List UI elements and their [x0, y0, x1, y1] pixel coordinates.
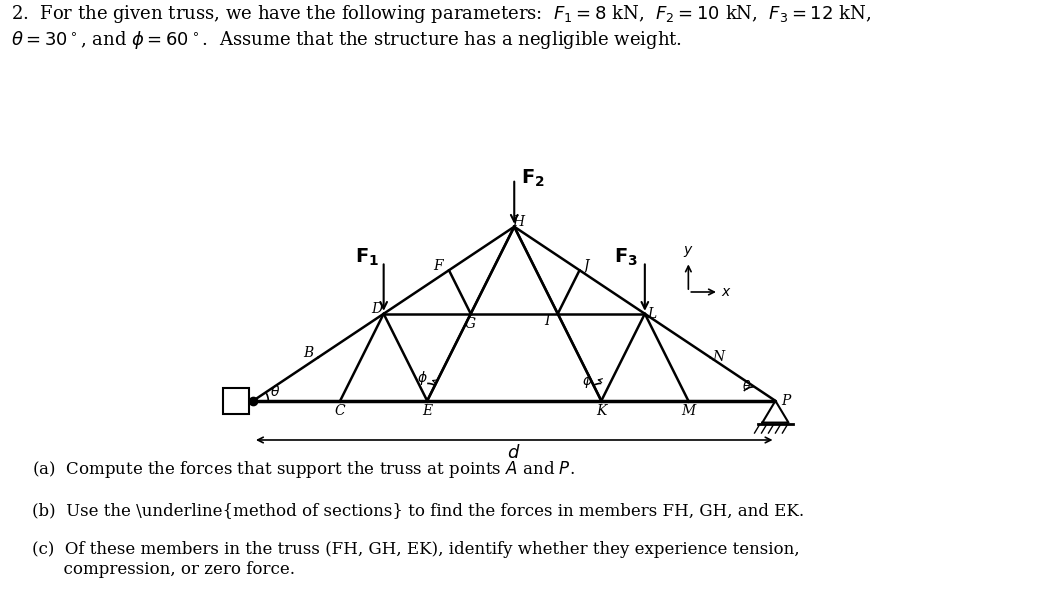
Text: $\theta$: $\theta$ [742, 379, 751, 393]
Text: (a)  Compute the forces that support the truss at points $A$ and $P$.

    (b)  : (a) Compute the forces that support the … [11, 459, 804, 578]
Text: G: G [466, 317, 476, 331]
Text: $y$: $y$ [683, 244, 694, 259]
Text: $\mathbf{F_1}$: $\mathbf{F_1}$ [355, 246, 379, 268]
Text: $x$: $x$ [721, 285, 733, 299]
Text: $\theta$: $\theta$ [270, 384, 281, 398]
Text: N: N [713, 350, 725, 364]
Text: P: P [781, 394, 790, 408]
Text: $\phi$: $\phi$ [417, 369, 428, 387]
Text: $d$: $d$ [508, 445, 521, 462]
Text: $\phi$: $\phi$ [582, 372, 593, 390]
Text: I: I [544, 314, 550, 328]
Text: K: K [596, 404, 606, 419]
Text: E: E [423, 404, 432, 419]
Text: J: J [583, 259, 590, 273]
Text: D: D [371, 303, 383, 316]
Text: $\mathbf{F_3}$: $\mathbf{F_3}$ [614, 246, 638, 268]
Text: A: A [238, 390, 248, 404]
Text: C: C [335, 404, 346, 419]
Text: 2.  For the given truss, we have the following parameters:  $F_1 = 8$ kN,  $F_2 : 2. For the given truss, we have the foll… [11, 4, 870, 50]
Text: F: F [434, 259, 444, 273]
Text: H: H [513, 215, 524, 229]
Text: L: L [647, 307, 657, 321]
Text: $\mathbf{F_2}$: $\mathbf{F_2}$ [521, 168, 545, 189]
Text: B: B [303, 346, 313, 360]
Bar [223, 388, 249, 414]
Text: M: M [681, 404, 696, 419]
